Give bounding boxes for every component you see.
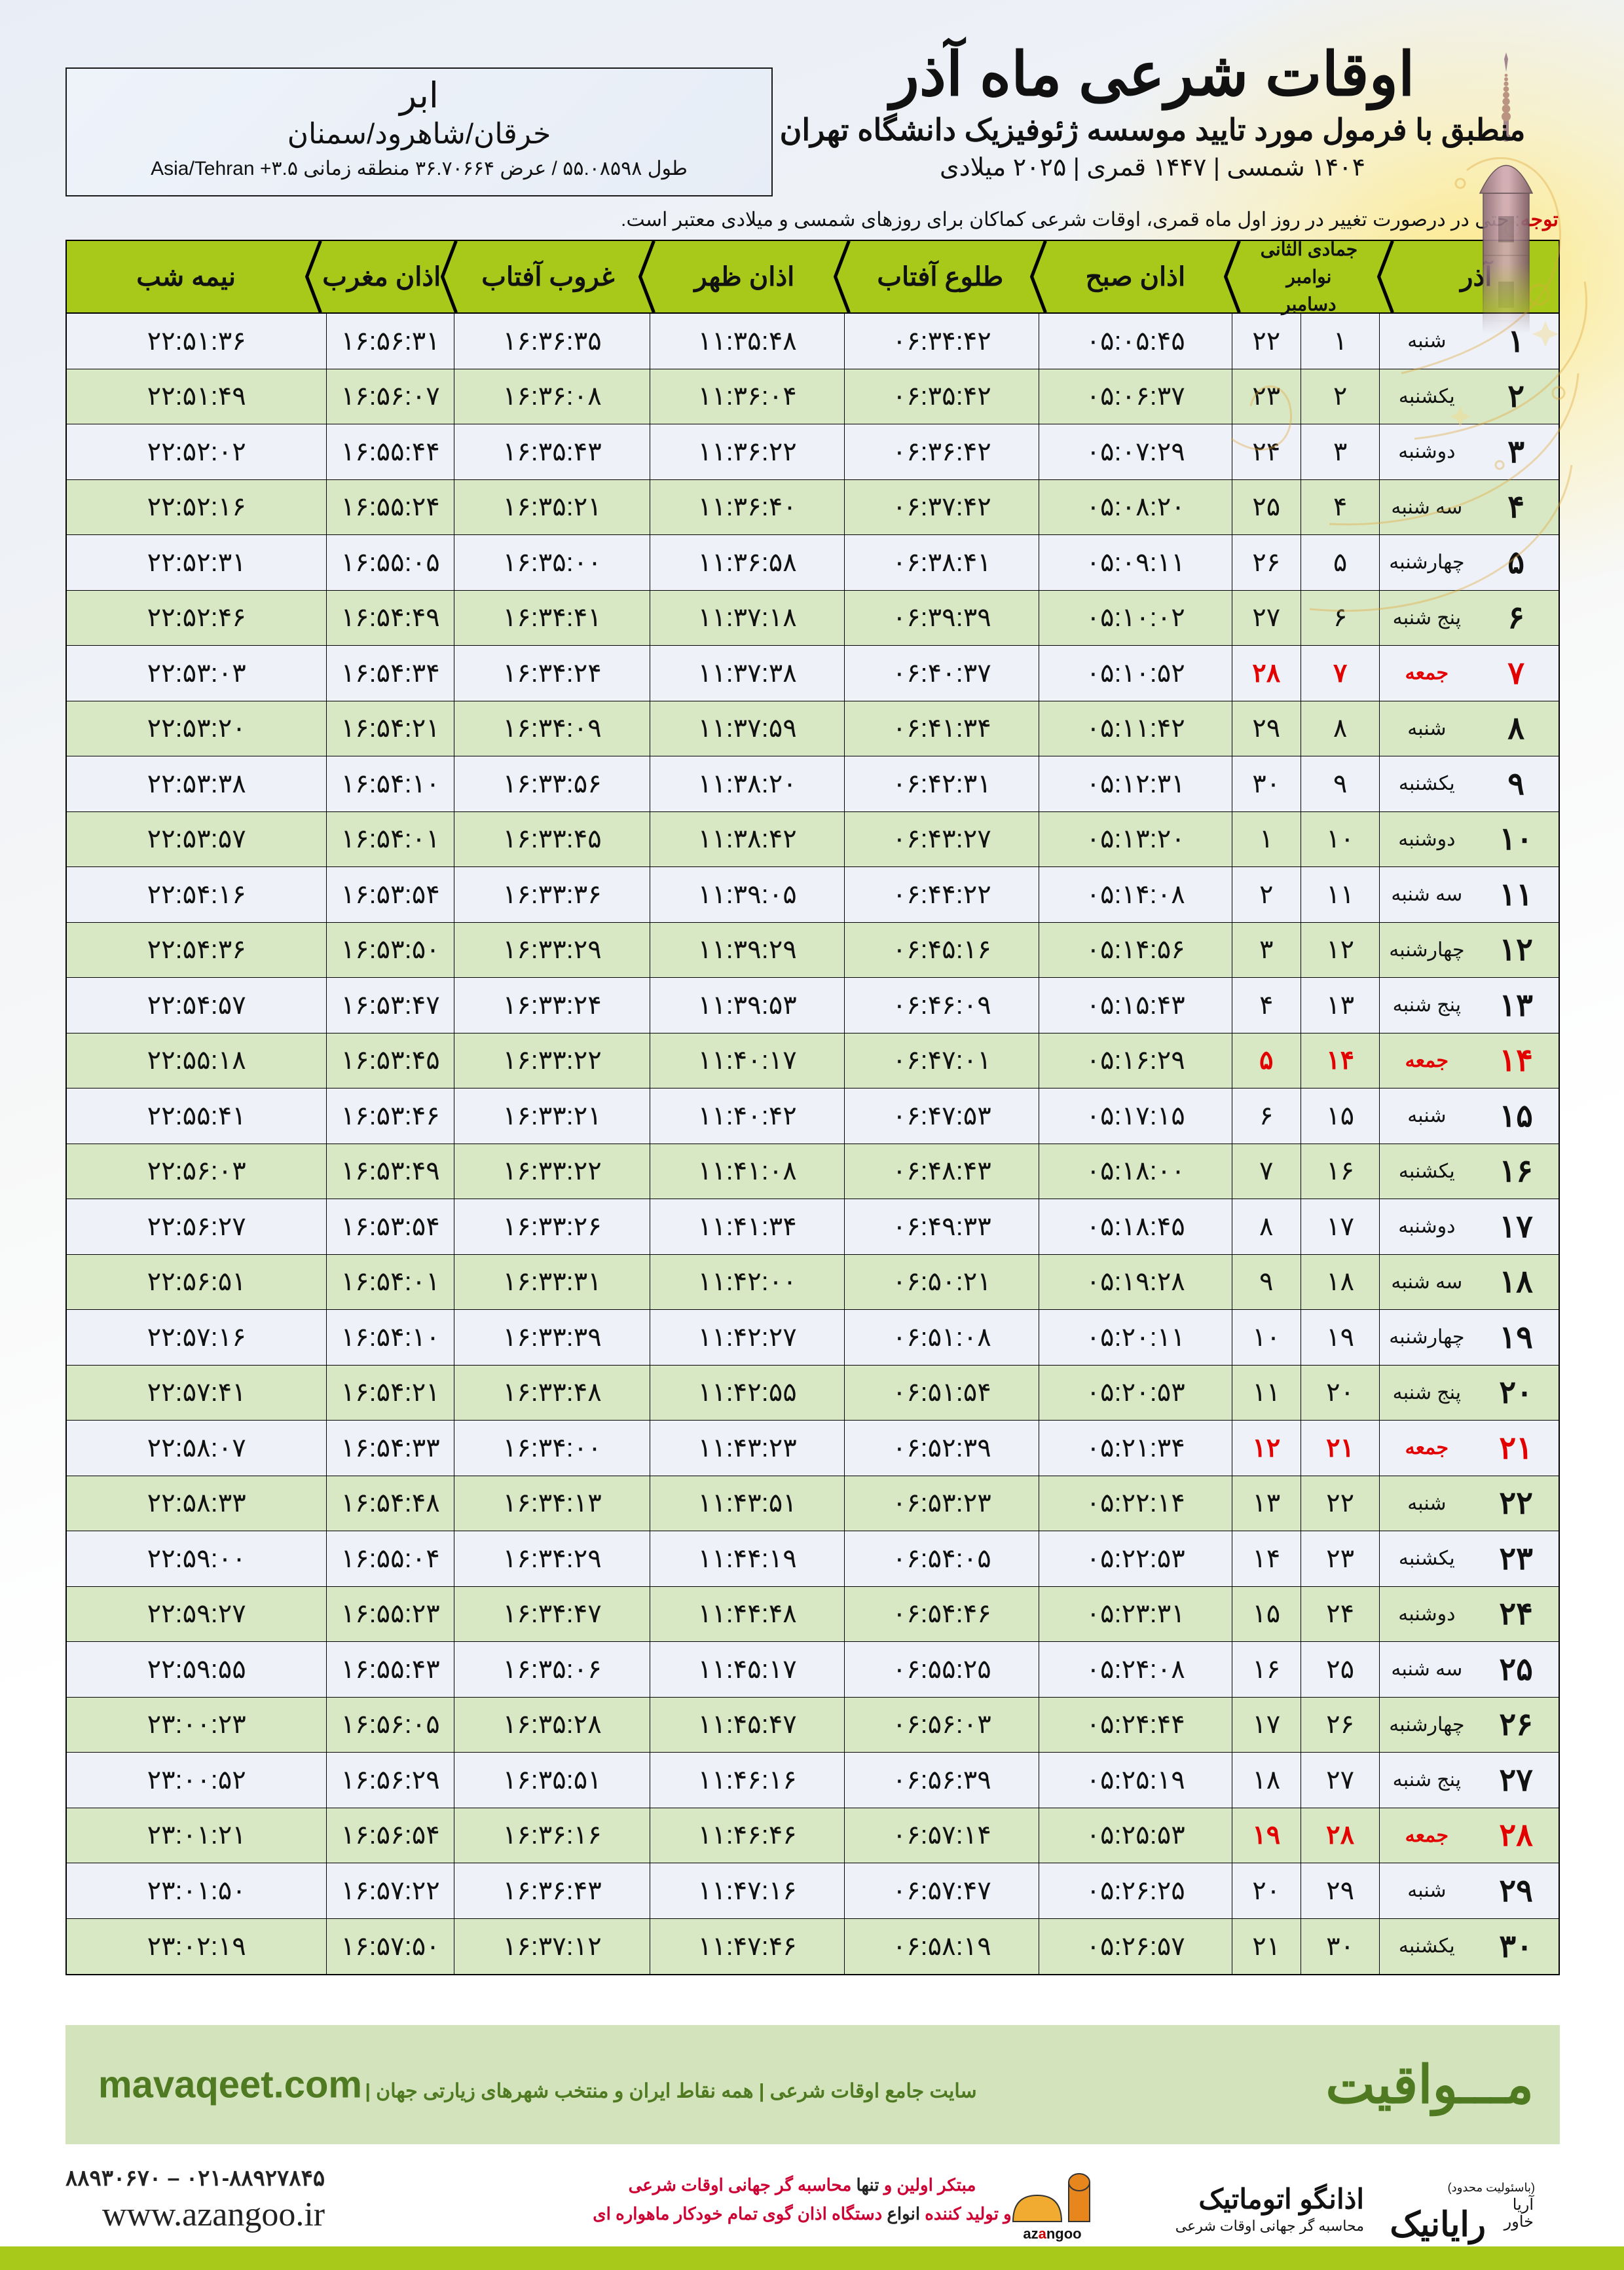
svg-text:رایانیک: رایانیک bbox=[1390, 2206, 1486, 2245]
svg-text:محاسبه گر جهانی اوقات شرعی: محاسبه گر جهانی اوقات شرعی bbox=[1175, 2218, 1364, 2235]
svg-text:خاور: خاور bbox=[1504, 2213, 1534, 2231]
svg-text:(باسئولیت محدود): (باسئولیت محدود) bbox=[1448, 2181, 1535, 2195]
svg-text:آریا: آریا bbox=[1513, 2195, 1535, 2214]
svg-text:اذانگو اتوماتیک: اذانگو اتوماتیک bbox=[1198, 2183, 1364, 2216]
svg-text:azangoo: azangoo bbox=[1023, 2225, 1081, 2242]
